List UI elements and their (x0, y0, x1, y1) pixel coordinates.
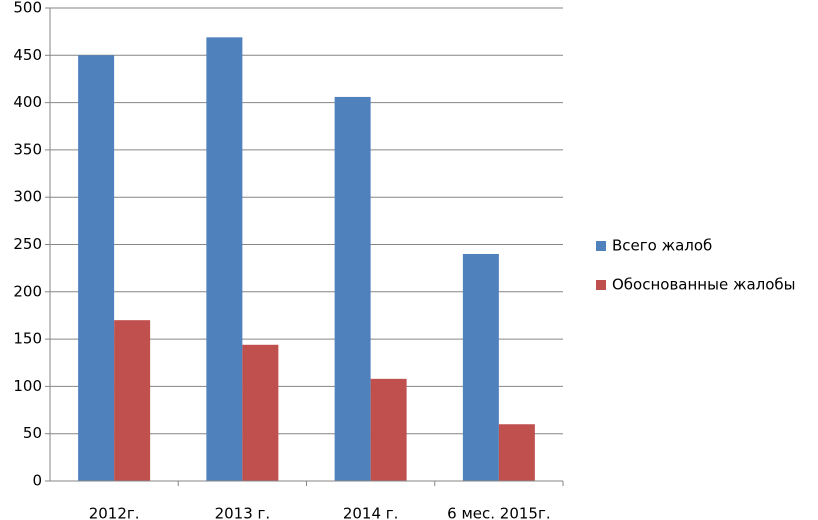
x-tick-label: 2014 г. (343, 505, 399, 520)
bar (334, 96, 371, 481)
bar (242, 344, 279, 481)
legend-swatch (596, 280, 606, 290)
legend-label: Всего жалоб (612, 237, 712, 255)
legend-swatch (596, 241, 606, 251)
y-tick-label: 350 (13, 140, 42, 158)
legend-label: Обоснованные жалобы (612, 276, 796, 294)
x-tick-label: 2012г. (89, 505, 140, 520)
bar (370, 378, 407, 481)
y-tick-label: 500 (13, 0, 42, 17)
bar (498, 424, 535, 481)
y-tick-label: 0 (32, 472, 42, 490)
bar (78, 55, 115, 482)
bar (462, 253, 499, 481)
x-tick-label: 6 мес. 2015г. (447, 505, 550, 520)
y-tick-label: 300 (13, 188, 42, 206)
y-tick-label: 50 (23, 424, 42, 442)
y-tick-label: 200 (13, 282, 42, 300)
y-tick-label: 250 (13, 235, 42, 253)
bar (206, 37, 243, 482)
y-tick-label: 150 (13, 330, 42, 348)
y-tick-label: 450 (13, 46, 42, 64)
y-tick-label: 400 (13, 93, 42, 111)
bar (114, 320, 151, 481)
x-tick-label: 2013 г. (215, 505, 271, 520)
y-tick-label: 100 (13, 377, 42, 395)
